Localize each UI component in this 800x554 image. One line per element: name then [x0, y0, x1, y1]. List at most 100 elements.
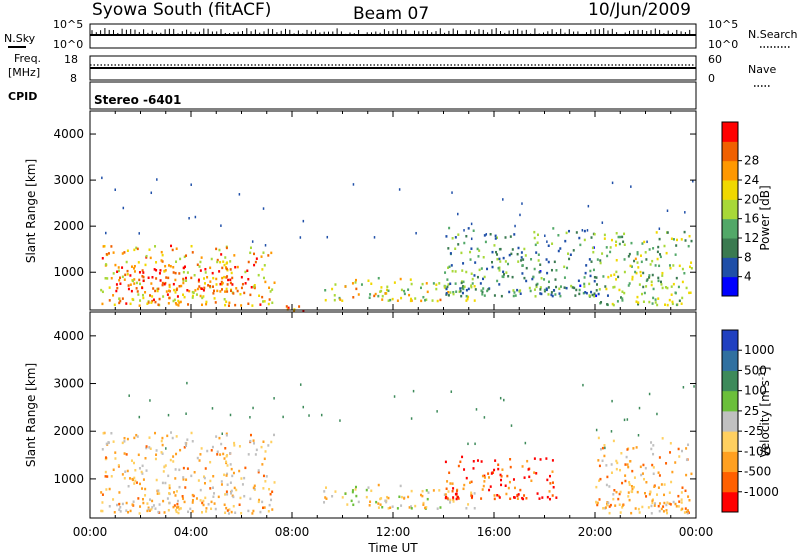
range-gate-cell	[190, 183, 192, 186]
range-gate-cell	[267, 510, 270, 513]
range-gate-cell	[187, 510, 190, 514]
range-gate-cell	[324, 496, 327, 499]
range-gate-cell	[657, 486, 660, 489]
range-gate-cell	[155, 478, 158, 482]
range-gate-cell	[520, 251, 523, 254]
range-gate-cell	[115, 503, 118, 507]
range-gate-cell	[685, 286, 688, 290]
range-gate-cell	[157, 489, 160, 492]
range-gate-cell	[174, 468, 177, 471]
range-gate-cell	[636, 295, 639, 299]
range-gate-cell	[101, 501, 104, 504]
range-gate-cell	[664, 285, 667, 289]
range-gate-cell	[205, 300, 208, 304]
range-gate-cell	[432, 489, 435, 492]
range-gate-cell	[528, 475, 531, 479]
range-gate-cell	[226, 261, 229, 264]
range-gate-cell	[140, 470, 143, 474]
velocity-y-axis-label: Slant Range [km]	[24, 363, 38, 467]
range-gate-cell	[445, 293, 448, 296]
range-gate-cell	[658, 456, 661, 459]
range-gate-cell	[588, 282, 591, 286]
range-gate-cell	[614, 244, 617, 247]
range-gate-cell	[214, 507, 217, 511]
range-gate-cell	[204, 271, 207, 274]
range-gate-cell	[514, 224, 516, 228]
range-gate-cell	[182, 497, 185, 500]
range-gate-cell	[223, 275, 226, 279]
range-gate-cell	[193, 273, 196, 277]
range-gate-cell	[154, 507, 157, 510]
range-gate-cell	[506, 474, 509, 478]
range-gate-cell	[628, 498, 631, 502]
range-gate-cell	[545, 457, 548, 460]
range-gate-cell	[172, 266, 175, 269]
range-gate-cell	[121, 441, 124, 445]
range-gate-cell	[403, 497, 406, 500]
range-gate-cell	[240, 304, 243, 307]
range-gate-cell	[183, 295, 186, 299]
range-gate-cell	[616, 461, 619, 465]
range-gate-cell	[528, 286, 531, 290]
range-gate-cell	[473, 274, 476, 277]
range-gate-cell	[618, 288, 621, 292]
range-gate-cell	[630, 185, 632, 188]
range-gate-cell	[653, 504, 656, 507]
range-gate-cell	[165, 290, 168, 293]
range-gate-cell	[190, 474, 193, 478]
range-gate-cell	[233, 441, 236, 445]
range-gate-cell	[298, 305, 301, 308]
range-gate-cell	[159, 279, 162, 282]
range-gate-cell	[551, 242, 554, 245]
range-gate-cell	[611, 399, 613, 403]
range-gate-cell	[598, 288, 601, 291]
range-gate-cell	[137, 497, 140, 500]
range-gate-cell	[504, 260, 507, 263]
range-gate-cell	[525, 266, 528, 270]
range-gate-cell	[445, 235, 448, 238]
range-gate-cell	[133, 270, 136, 273]
range-gate-cell	[651, 302, 654, 305]
range-gate-cell	[451, 191, 453, 194]
range-gate-cell	[203, 277, 206, 280]
range-gate-cell	[350, 499, 353, 503]
range-gate-cell	[652, 444, 655, 447]
range-gate-cell	[141, 286, 144, 290]
range-gate-cell	[147, 301, 150, 304]
range-gate-cell	[285, 305, 288, 308]
range-gate-cell	[112, 468, 115, 472]
range-gate-cell	[105, 442, 108, 446]
range-gate-cell	[215, 277, 218, 281]
range-gate-cell	[635, 300, 638, 303]
range-gate-cell	[193, 471, 196, 474]
range-gate-cell	[233, 444, 236, 447]
power-panel-data	[100, 176, 694, 313]
range-gate-cell	[496, 253, 499, 256]
range-gate-cell	[302, 309, 305, 313]
range-gate-cell	[687, 511, 690, 514]
range-gate-cell	[178, 468, 181, 472]
range-gate-cell	[641, 242, 644, 245]
range-gate-cell	[191, 294, 194, 298]
range-gate-cell	[138, 467, 141, 470]
range-gate-cell	[175, 435, 178, 438]
freq-label-line1: Freq.	[14, 52, 41, 65]
range-gate-cell	[480, 497, 483, 500]
range-gate-cell	[668, 491, 671, 494]
range-gate-cell	[221, 276, 224, 280]
range-gate-cell	[467, 442, 469, 446]
range-gate-cell	[621, 481, 624, 485]
range-gate-cell	[238, 193, 241, 196]
range-gate-cell	[253, 263, 256, 267]
range-gate-cell	[268, 298, 271, 301]
range-gate-cell	[123, 278, 126, 281]
colorbar-segment	[722, 410, 738, 432]
range-gate-cell	[148, 446, 151, 449]
range-gate-cell	[414, 297, 417, 300]
range-gate-cell	[658, 227, 661, 230]
range-gate-cell	[473, 506, 476, 510]
range-gate-cell	[141, 269, 144, 272]
range-gate-cell	[599, 261, 602, 265]
range-gate-cell	[186, 467, 189, 470]
colorbar-segment	[722, 238, 738, 258]
